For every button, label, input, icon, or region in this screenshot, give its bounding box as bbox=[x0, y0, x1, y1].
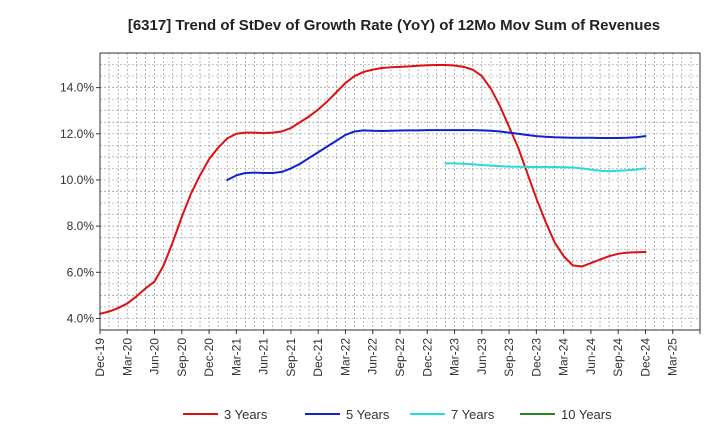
x-tick-label: Sep-24 bbox=[611, 338, 625, 377]
legend-label: 10 Years bbox=[561, 407, 612, 422]
y-axis: 4.0% 6.0% 8.0% 10.0% 12.0% 14.0% bbox=[60, 81, 100, 325]
x-tick-label: Mar-25 bbox=[666, 338, 680, 376]
series-layer bbox=[99, 64, 647, 315]
x-tick-label: Jun-21 bbox=[257, 338, 271, 375]
x-tick-label: Sep-22 bbox=[393, 338, 407, 377]
x-tick-label: Mar-23 bbox=[448, 338, 462, 376]
x-tick-label: Sep-23 bbox=[502, 338, 516, 377]
series-line-7-years bbox=[444, 162, 647, 173]
x-tick-label: Jun-24 bbox=[584, 338, 598, 375]
x-tick-label: Dec-20 bbox=[202, 338, 216, 377]
y-tick-label: 14.0% bbox=[60, 81, 94, 95]
x-tick-label: Jun-20 bbox=[148, 338, 162, 375]
y-tick-label: 10.0% bbox=[60, 173, 94, 187]
legend-label: 3 Years bbox=[224, 407, 268, 422]
x-axis: Dec-19 Mar-20 Jun-20 Sep-20 Dec-20 Mar-21 Jun-… bbox=[93, 330, 701, 377]
legend-label: 5 Years bbox=[346, 407, 390, 422]
legend-label: 7 Years bbox=[451, 407, 495, 422]
y-tick-label: 8.0% bbox=[67, 219, 95, 233]
x-tick-label: Jun-22 bbox=[366, 338, 380, 375]
x-tick-label: Dec-19 bbox=[93, 338, 107, 377]
chart-title: [6317] Trend of StDev of Growth Rate (Yo… bbox=[128, 17, 660, 34]
x-tick-label: Dec-21 bbox=[311, 338, 325, 377]
x-tick-label: Sep-20 bbox=[175, 338, 189, 377]
y-tick-label: 4.0% bbox=[67, 311, 95, 325]
legend: 3 Years 5 Years 7 Years 10 Years bbox=[183, 407, 612, 422]
series-line-5-years bbox=[226, 129, 647, 181]
x-tick-label: Dec-24 bbox=[638, 338, 652, 377]
x-tick-label: Mar-24 bbox=[557, 338, 571, 376]
x-tick-label: Mar-22 bbox=[338, 338, 352, 376]
x-tick-label: Dec-22 bbox=[420, 338, 434, 377]
y-tick-label: 6.0% bbox=[67, 265, 95, 279]
x-tick-label: Mar-21 bbox=[229, 338, 243, 376]
x-tick-label: Jun-23 bbox=[475, 338, 489, 375]
x-tick-label: Sep-21 bbox=[284, 338, 298, 377]
x-tick-label: Dec-23 bbox=[529, 338, 543, 377]
grid-lines bbox=[100, 53, 700, 330]
y-tick-label: 12.0% bbox=[60, 127, 94, 141]
x-tick-label: Mar-20 bbox=[120, 338, 134, 376]
series-line-3-years bbox=[99, 64, 647, 315]
